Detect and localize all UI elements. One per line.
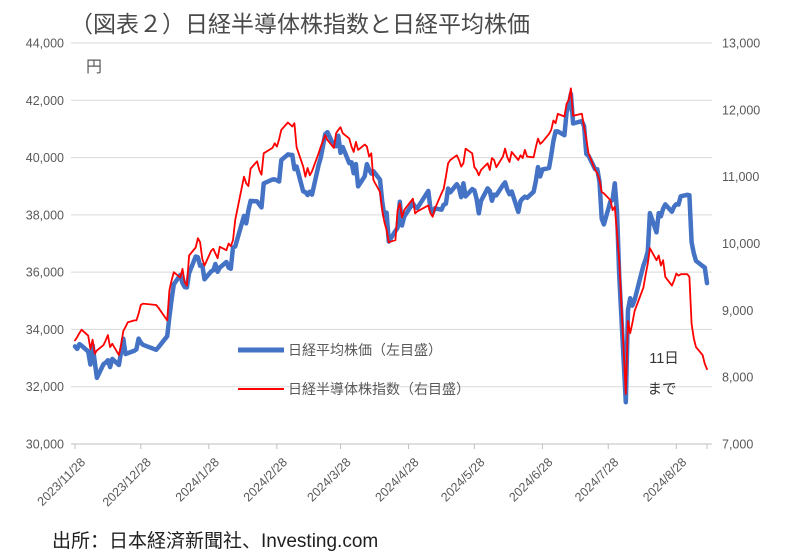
y-axis-left-label: 38,000 xyxy=(26,208,64,222)
y-axis-left-label: 44,000 xyxy=(26,37,64,51)
gridlines xyxy=(71,42,712,445)
x-axis-label: 2023/12/28 xyxy=(100,455,154,509)
x-axis-label: 2024/4/28 xyxy=(372,455,421,504)
x-axis-label: 2024/8/28 xyxy=(640,455,689,504)
x-axis-tick-marks xyxy=(74,444,708,449)
y-axis-left-label: 36,000 xyxy=(26,266,64,280)
x-axis-tick-labels: 2023/11/28 2023/12/28 2024/1/28 2024/2/28 20… xyxy=(35,455,690,509)
x-axis-label: 2024/6/28 xyxy=(506,455,555,504)
source-note: 出所：日本経済新聞社、Investing.com xyxy=(52,530,378,552)
y-axis-left-label: 32,000 xyxy=(26,380,64,394)
y-axis-right-label: 7,000 xyxy=(722,438,753,452)
x-axis-label: 2024/2/28 xyxy=(241,455,290,504)
x-axis-label: 2024/5/28 xyxy=(438,455,487,504)
x-axis-label: 2024/3/28 xyxy=(304,455,353,504)
y-axis-right-label: 8,000 xyxy=(722,371,753,385)
y-axis-left-label: 30,000 xyxy=(26,438,64,452)
y-axis-right-tick-labels: 7,000 8,000 9,000 10,000 11,000 12,000 13,000 xyxy=(722,37,760,452)
series-line-semiconductor-index xyxy=(74,87,708,395)
annotation-data-through: 11日 まで xyxy=(648,351,679,398)
x-axis-label: 2024/7/28 xyxy=(572,455,621,504)
legend-label-nikkei225: 日経平均株価（左目盛） xyxy=(288,342,442,358)
y-axis-right-label: 12,000 xyxy=(722,103,760,117)
x-axis-label: 2023/11/28 xyxy=(35,455,89,509)
y-axis-right-label: 10,000 xyxy=(722,237,760,251)
annotation-line1: 11日 xyxy=(649,351,679,367)
y-axis-left-label: 40,000 xyxy=(26,151,64,165)
y-axis-right-label: 9,000 xyxy=(722,304,753,318)
legend: 日経平均株価（左目盛） 日経半導体株指数（右目盛） xyxy=(238,342,470,397)
y-axis-left-tick-labels: 30,000 32,000 34,000 36,000 38,000 40,000 42,0… xyxy=(26,37,64,452)
y-axis-left-label: 42,000 xyxy=(26,94,64,108)
legend-label-semiconductor: 日経半導体株指数（右目盛） xyxy=(288,381,470,397)
chart-title: （図表２）日経半導体株指数と日経平均株価 xyxy=(70,11,530,37)
y-axis-right-label: 11,000 xyxy=(722,170,759,184)
y-axis-left-label: 34,000 xyxy=(26,323,64,337)
annotation-line2: まで xyxy=(648,382,677,398)
y-axis-right-label: 13,000 xyxy=(722,37,760,51)
axis-unit-label: 円 xyxy=(86,59,102,76)
x-axis-label: 2024/1/28 xyxy=(173,455,222,504)
